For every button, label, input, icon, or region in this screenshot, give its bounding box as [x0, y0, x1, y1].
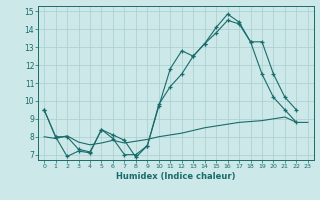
X-axis label: Humidex (Indice chaleur): Humidex (Indice chaleur): [116, 172, 236, 181]
